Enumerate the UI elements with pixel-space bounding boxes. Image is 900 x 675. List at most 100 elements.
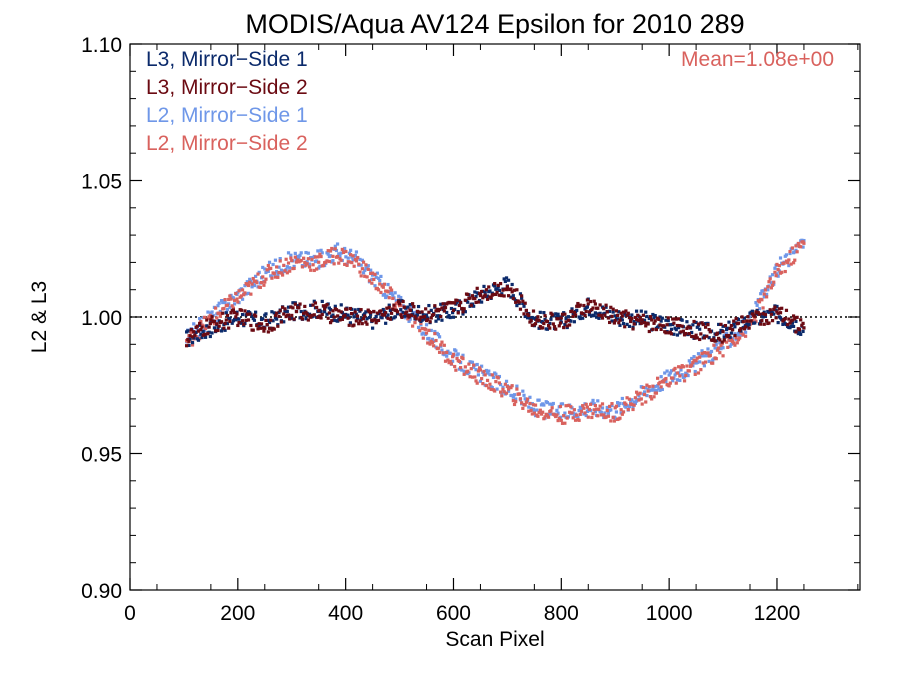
data-point (368, 310, 373, 315)
x-tick-label: 0 (124, 602, 136, 625)
data-point (376, 288, 381, 292)
data-point (401, 310, 405, 314)
data-point (354, 319, 358, 323)
data-point (275, 317, 279, 321)
data-point (694, 333, 698, 337)
data-point (382, 282, 387, 286)
data-point (454, 349, 458, 353)
data-point (546, 415, 551, 419)
data-point (359, 274, 363, 278)
data-point (524, 400, 528, 404)
data-point (514, 300, 518, 304)
data-point (229, 311, 233, 315)
data-point (378, 278, 382, 283)
data-point (685, 320, 689, 324)
data-point (545, 413, 550, 418)
data-point (189, 330, 193, 334)
data-point (478, 379, 483, 383)
data-point (481, 381, 485, 386)
data-point (555, 315, 559, 319)
data-point (445, 354, 449, 358)
data-point (715, 331, 720, 335)
data-point (212, 319, 217, 324)
data-point (652, 388, 656, 392)
data-point (610, 319, 614, 323)
data-point (578, 405, 582, 409)
data-point (551, 322, 555, 326)
data-point (794, 319, 798, 324)
data-point (699, 332, 703, 336)
data-point (448, 351, 452, 355)
data-point (787, 258, 791, 262)
data-point (210, 310, 214, 314)
data-point (645, 314, 649, 319)
data-point (542, 321, 546, 326)
data-point (401, 299, 405, 304)
data-point (702, 336, 707, 340)
data-point (477, 366, 482, 370)
data-point (459, 300, 463, 304)
data-point (232, 311, 237, 315)
data-point (528, 320, 532, 324)
data-point (645, 383, 649, 387)
data-point (625, 396, 629, 400)
data-point (302, 311, 306, 315)
data-point (332, 315, 336, 319)
data-point (250, 314, 254, 318)
data-point (668, 330, 672, 334)
data-point (319, 310, 323, 314)
data-point (775, 262, 779, 267)
data-point (442, 343, 446, 347)
data-point (602, 413, 606, 417)
data-point (627, 316, 632, 320)
data-point (745, 322, 749, 326)
data-point (309, 303, 313, 307)
data-point (449, 362, 454, 366)
data-point (463, 298, 467, 302)
data-point (773, 270, 777, 274)
data-point (494, 380, 498, 384)
data-point (309, 315, 313, 319)
data-point (774, 308, 778, 312)
data-point (732, 319, 736, 323)
data-point (558, 321, 563, 325)
data-point (499, 390, 503, 394)
data-point (219, 320, 224, 324)
data-point (587, 313, 592, 317)
data-point (625, 313, 629, 317)
data-point (584, 309, 588, 314)
data-point (224, 311, 228, 315)
data-point (470, 360, 475, 364)
data-point (386, 282, 390, 287)
data-point (355, 316, 360, 320)
data-point (371, 319, 375, 323)
data-point (603, 313, 607, 317)
data-point (374, 321, 378, 325)
data-point (386, 313, 390, 317)
data-point (659, 327, 663, 331)
data-point (217, 311, 221, 315)
data-point (698, 337, 702, 342)
data-point (317, 266, 321, 270)
data-point (327, 259, 331, 264)
data-point (397, 302, 402, 306)
data-point (790, 246, 794, 250)
data-point (679, 365, 683, 369)
data-point (749, 321, 753, 326)
data-point (193, 333, 197, 337)
data-point (565, 324, 569, 328)
data-point (735, 341, 739, 345)
data-point (541, 410, 545, 414)
data-point (297, 255, 301, 260)
data-point (506, 278, 511, 282)
data-point (531, 407, 536, 411)
data-point (391, 293, 395, 297)
data-point (421, 313, 425, 317)
data-point (283, 307, 287, 311)
data-point (631, 327, 635, 331)
data-point (248, 277, 252, 281)
data-point (493, 281, 497, 286)
data-point (420, 310, 424, 314)
data-point (512, 402, 517, 407)
data-point (225, 313, 230, 318)
